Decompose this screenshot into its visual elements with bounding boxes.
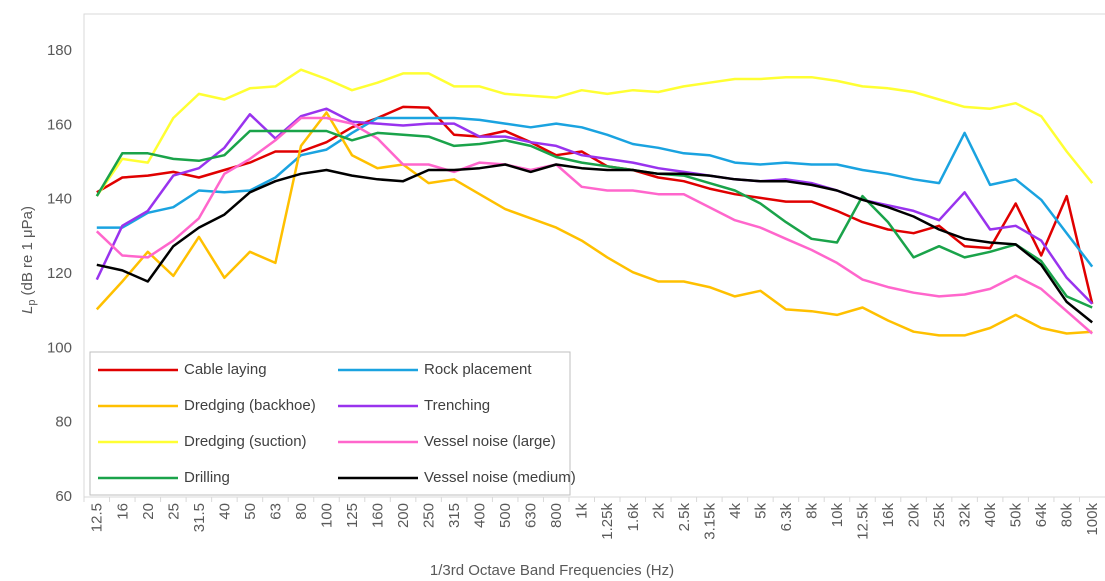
x-tick-label: 6.3k [778,503,795,532]
y-tick-label: 160 [47,116,72,133]
x-tick-label: 12.5k [854,503,871,540]
x-tick-label: 100 [318,503,335,528]
x-tick-label: 20 [140,503,157,520]
x-tick-label: 31.5 [191,503,208,532]
x-tick-label: 25k [931,503,948,528]
x-tick-label: 64k [1033,503,1050,528]
y-tick-label: 100 [47,339,72,356]
x-tick-label: 16 [114,503,131,520]
x-tick-label: 630 [523,503,540,528]
x-tick-label: 50k [1008,503,1025,528]
x-tick-label: 1.25k [599,503,616,540]
x-tick-label: 32k [957,503,974,528]
series-line [96,105,1094,305]
legend-label: Cable laying [184,361,267,378]
series-line [95,111,1093,337]
series-line [95,68,1094,197]
x-tick-label: 40 [216,503,233,520]
y-axis-title: Lp (dB re 1 μPa) [19,206,38,314]
y-unit: (dB re 1 μPa) [19,206,36,296]
y-tick-label: 180 [47,42,72,59]
x-tick-label: 160 [370,503,387,528]
x-tick-label: 80 [293,503,310,520]
x-tick-label: 5k [752,503,769,519]
x-tick-label: 250 [421,503,438,528]
x-tick-label: 500 [497,503,514,528]
x-axis-title: 1/3rd Octave Band Frequencies (Hz) [430,562,674,579]
y-tick-label: 120 [47,265,72,282]
y-tick-label: 80 [55,414,72,431]
legend-label: Trenching [424,397,490,414]
series-line [95,107,1094,305]
series-line [96,163,1093,324]
legend-label: Vessel noise (large) [424,433,556,450]
x-tick-label: 12.5 [89,503,106,532]
x-tick-label: 400 [472,503,489,528]
x-tick-label: 63 [267,503,284,520]
x-tick-label: 4k [727,503,744,519]
x-tick-label: 25 [165,503,182,520]
x-tick-label: 20k [906,503,923,528]
x-tick-label: 40k [982,503,999,528]
series-line [95,116,1094,335]
x-tick-label: 80k [1059,503,1076,528]
x-tick-label: 50 [242,503,259,520]
x-tick-label: 2k [650,503,667,519]
x-tick-label: 3.15k [701,503,718,540]
legend-label: Dredging (suction) [184,433,307,450]
y-tick-label: 140 [47,191,72,208]
legend-label: Vessel noise (medium) [424,469,576,486]
x-tick-label: 125 [344,503,361,528]
series-line [95,129,1093,309]
x-tick-label: 10k [829,503,846,528]
legend-box [89,351,571,496]
x-tick-label: 200 [395,503,412,528]
legend-label: Drilling [184,469,230,486]
legend-label: Dredging (backhoe) [184,397,316,414]
y-subscript: p [26,300,38,306]
x-tick-label: 800 [548,503,565,528]
x-tick-label: 16k [880,503,897,528]
x-tick-label: 315 [446,503,463,528]
y-tick-label: 60 [55,488,72,505]
x-tick-label: 1.6k [625,503,642,532]
y-symbol: L [19,306,36,314]
x-tick-label: 8k [803,503,820,519]
x-tick-label: 2.5k [676,503,693,532]
series-line [96,116,1094,268]
x-tick-label: 100k [1084,503,1101,536]
x-tick-label: 1k [574,503,591,519]
plot-frame [83,13,1105,498]
legend-label: Rock placement [424,361,532,378]
